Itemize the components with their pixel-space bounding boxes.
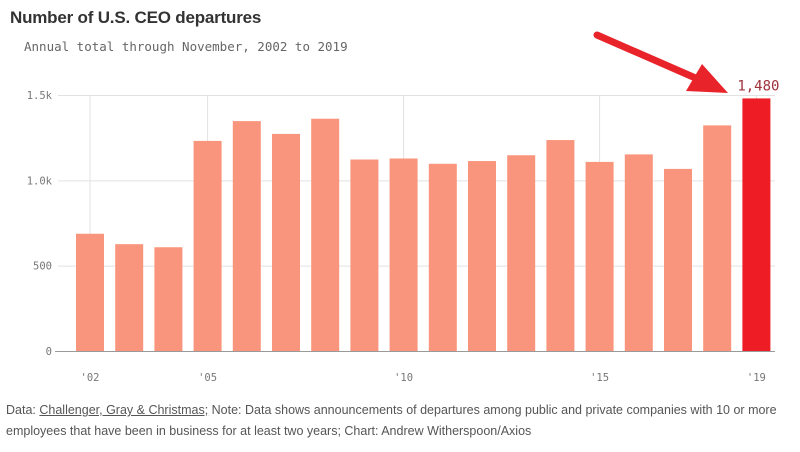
bar-chart: 0 500 1.0k 1.5k '02 '05 '10 '15 '19 1,480: [27, 31, 779, 384]
bar-2004: [154, 247, 183, 351]
bar-2008: [311, 118, 340, 352]
bar-2002: [76, 233, 104, 351]
chart-title: Number of U.S. CEO departures: [10, 8, 262, 27]
y-tick-label: 1.5k: [27, 90, 53, 102]
x-tick-label: '05: [198, 372, 217, 384]
x-tick-label: '02: [81, 372, 100, 384]
x-tick-label: '15: [590, 372, 609, 384]
bar-2005: [193, 140, 222, 351]
bar-2016: [624, 154, 653, 351]
bar-2018: [703, 125, 732, 352]
bar-2015: [585, 161, 614, 351]
bar-2017: [664, 168, 692, 351]
chart-footnote: Data: Challenger, Gray & Christmas; Note…: [6, 400, 796, 442]
y-tick-label: 0: [46, 346, 52, 358]
footnote-text: Note: Data shows announcements of depart…: [6, 403, 777, 438]
bar-2010: [389, 158, 418, 351]
bars: [76, 98, 771, 352]
chart-subtitle: Annual total through November, 2002 to 2…: [24, 39, 348, 54]
bar-2012: [468, 161, 496, 351]
x-tick-label: '10: [394, 372, 413, 384]
highlight-value-label: 1,480: [737, 78, 779, 94]
annotation-arrow-icon: [593, 31, 728, 93]
bar-2014: [546, 140, 575, 351]
x-tick-label: '19: [747, 372, 766, 384]
bar-2006: [232, 121, 261, 351]
bar-2019: [742, 98, 771, 351]
bar-2009: [350, 159, 379, 351]
x-axis-tick-labels: '02 '05 '10 '15 '19: [81, 372, 766, 384]
source-link[interactable]: Challenger, Gray & Christmas;: [39, 403, 209, 417]
y-axis-tick-labels: 0 500 1.0k 1.5k: [27, 90, 53, 358]
y-tick-label: 500: [33, 261, 52, 273]
bar-2007: [272, 133, 300, 351]
y-tick-label: 1.0k: [27, 175, 53, 187]
bar-2013: [507, 155, 536, 351]
bar-2003: [115, 244, 144, 351]
bar-2011: [428, 163, 457, 351]
footnote-prefix: Data:: [6, 403, 40, 417]
